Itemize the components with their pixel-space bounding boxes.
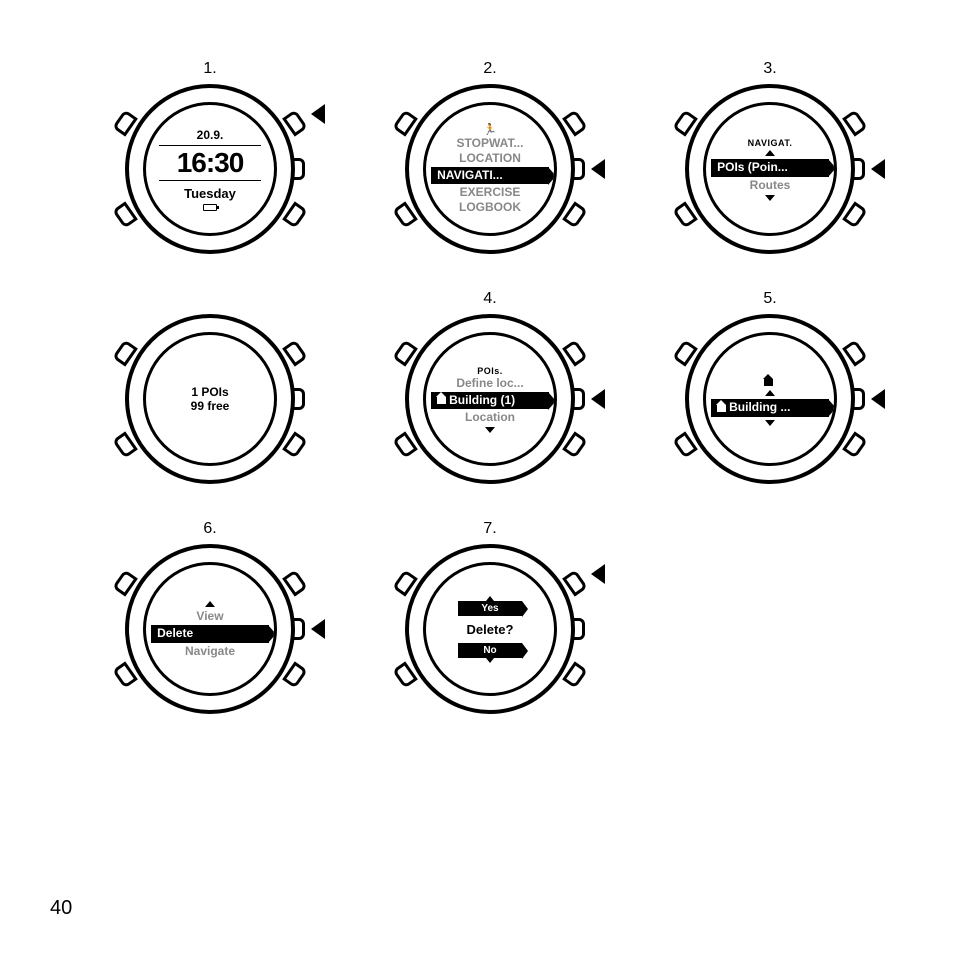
- arrow-up-icon: [765, 150, 775, 156]
- page-number: 40: [50, 897, 72, 920]
- press-indicator-icon: [311, 619, 325, 639]
- menu-item[interactable]: NAVIGATI...: [431, 167, 549, 184]
- info-line: 99 free: [191, 399, 230, 413]
- home-icon: [764, 374, 776, 388]
- home-icon: [717, 405, 726, 412]
- watch-face: Yes Delete? No: [405, 544, 575, 714]
- arrow-down-icon: [485, 427, 495, 433]
- confirm-question: Delete?: [467, 622, 514, 637]
- watch-screen: Building ...: [706, 335, 834, 463]
- menu-item-selected[interactable]: Building (1): [431, 392, 549, 409]
- menu-item-selected[interactable]: POIs (Poin...: [711, 159, 829, 176]
- date-text: 20.9.: [197, 128, 224, 142]
- menu-item[interactable]: View: [146, 609, 274, 624]
- watch-step: 3. NAVIGAT. POIs (Poin... Routes: [640, 60, 900, 280]
- menu-item[interactable]: EXERCISE: [426, 185, 554, 200]
- watch-face: 1 POIs99 free: [125, 314, 295, 484]
- menu-header: POIs.: [477, 366, 503, 376]
- watch-screen: NAVIGAT. POIs (Poin... Routes: [706, 105, 834, 233]
- watch-face: NAVIGAT. POIs (Poin... Routes: [685, 84, 855, 254]
- watch-screen: ViewDelete Navigate: [146, 565, 274, 693]
- menu-item[interactable]: Routes: [706, 178, 834, 193]
- watch-step: 6. ViewDelete Navigate: [80, 520, 340, 740]
- menu-item[interactable]: STOPWAT...: [426, 136, 554, 151]
- menu-item[interactable]: Define loc...: [426, 376, 554, 391]
- step-number: 4.: [483, 290, 496, 310]
- runner-icon: 🏃: [483, 123, 497, 136]
- watch-step: 2. 🏃STOPWAT...LOCATIONNAVIGATI...EXERCISE…: [360, 60, 620, 280]
- time-text: 16:30: [177, 149, 244, 177]
- watch-screen: 1 POIs99 free: [146, 335, 274, 463]
- arrow-down-icon: [765, 420, 775, 426]
- watch-screen: 20.9. 16:30 Tuesday: [146, 105, 274, 233]
- press-indicator-icon: [311, 104, 325, 124]
- press-indicator-icon: [591, 564, 605, 584]
- menu-item-selected[interactable]: Building ...: [711, 399, 829, 416]
- watch-screen: Yes Delete? No: [426, 565, 554, 693]
- press-indicator-icon: [871, 159, 885, 179]
- watch-face: 🏃STOPWAT...LOCATIONNAVIGATI...EXERCISELO…: [405, 84, 575, 254]
- watch-step: 1 POIs99 free: [80, 290, 340, 510]
- day-text: Tuesday: [184, 186, 236, 201]
- watch-step: 1. 20.9. 16:30 Tuesday: [80, 60, 340, 280]
- arrow-up-icon: [765, 390, 775, 396]
- step-number: 5.: [763, 290, 776, 310]
- watch-face: 20.9. 16:30 Tuesday: [125, 84, 295, 254]
- menu-item[interactable]: Navigate: [146, 644, 274, 659]
- step-number: 6.: [203, 520, 216, 540]
- step-number: 7.: [483, 520, 496, 540]
- home-icon: [437, 397, 446, 404]
- watch-face: Building ...: [685, 314, 855, 484]
- info-line: 1 POIs: [191, 385, 228, 399]
- menu-item[interactable]: Location: [426, 410, 554, 425]
- press-indicator-icon: [871, 389, 885, 409]
- watch-screen: 🏃STOPWAT...LOCATIONNAVIGATI...EXERCISELO…: [426, 105, 554, 233]
- confirm-no[interactable]: No: [458, 643, 522, 658]
- watch-face: ViewDelete Navigate: [125, 544, 295, 714]
- watch-step: 4. POIs.Define loc...Building (1)Location: [360, 290, 620, 510]
- step-number: 1.: [203, 60, 216, 80]
- arrow-up-icon: [205, 601, 215, 607]
- press-indicator-icon: [591, 159, 605, 179]
- watch-screen: POIs.Define loc...Building (1)Location: [426, 335, 554, 463]
- press-indicator-icon: [591, 389, 605, 409]
- menu-item[interactable]: LOGBOOK: [426, 200, 554, 215]
- menu-item-selected[interactable]: Delete: [151, 625, 269, 642]
- step-number: 2.: [483, 60, 496, 80]
- watch-step: 7. Yes Delete? No: [360, 520, 620, 740]
- step-number: 3.: [763, 60, 776, 80]
- watch-face: POIs.Define loc...Building (1)Location: [405, 314, 575, 484]
- menu-header: NAVIGAT.: [748, 138, 793, 148]
- watch-step: 5. Building ...: [640, 290, 900, 510]
- menu-item[interactable]: LOCATION: [426, 151, 554, 166]
- arrow-down-icon: [765, 195, 775, 201]
- battery-icon: [203, 204, 217, 211]
- confirm-yes[interactable]: Yes: [458, 601, 522, 616]
